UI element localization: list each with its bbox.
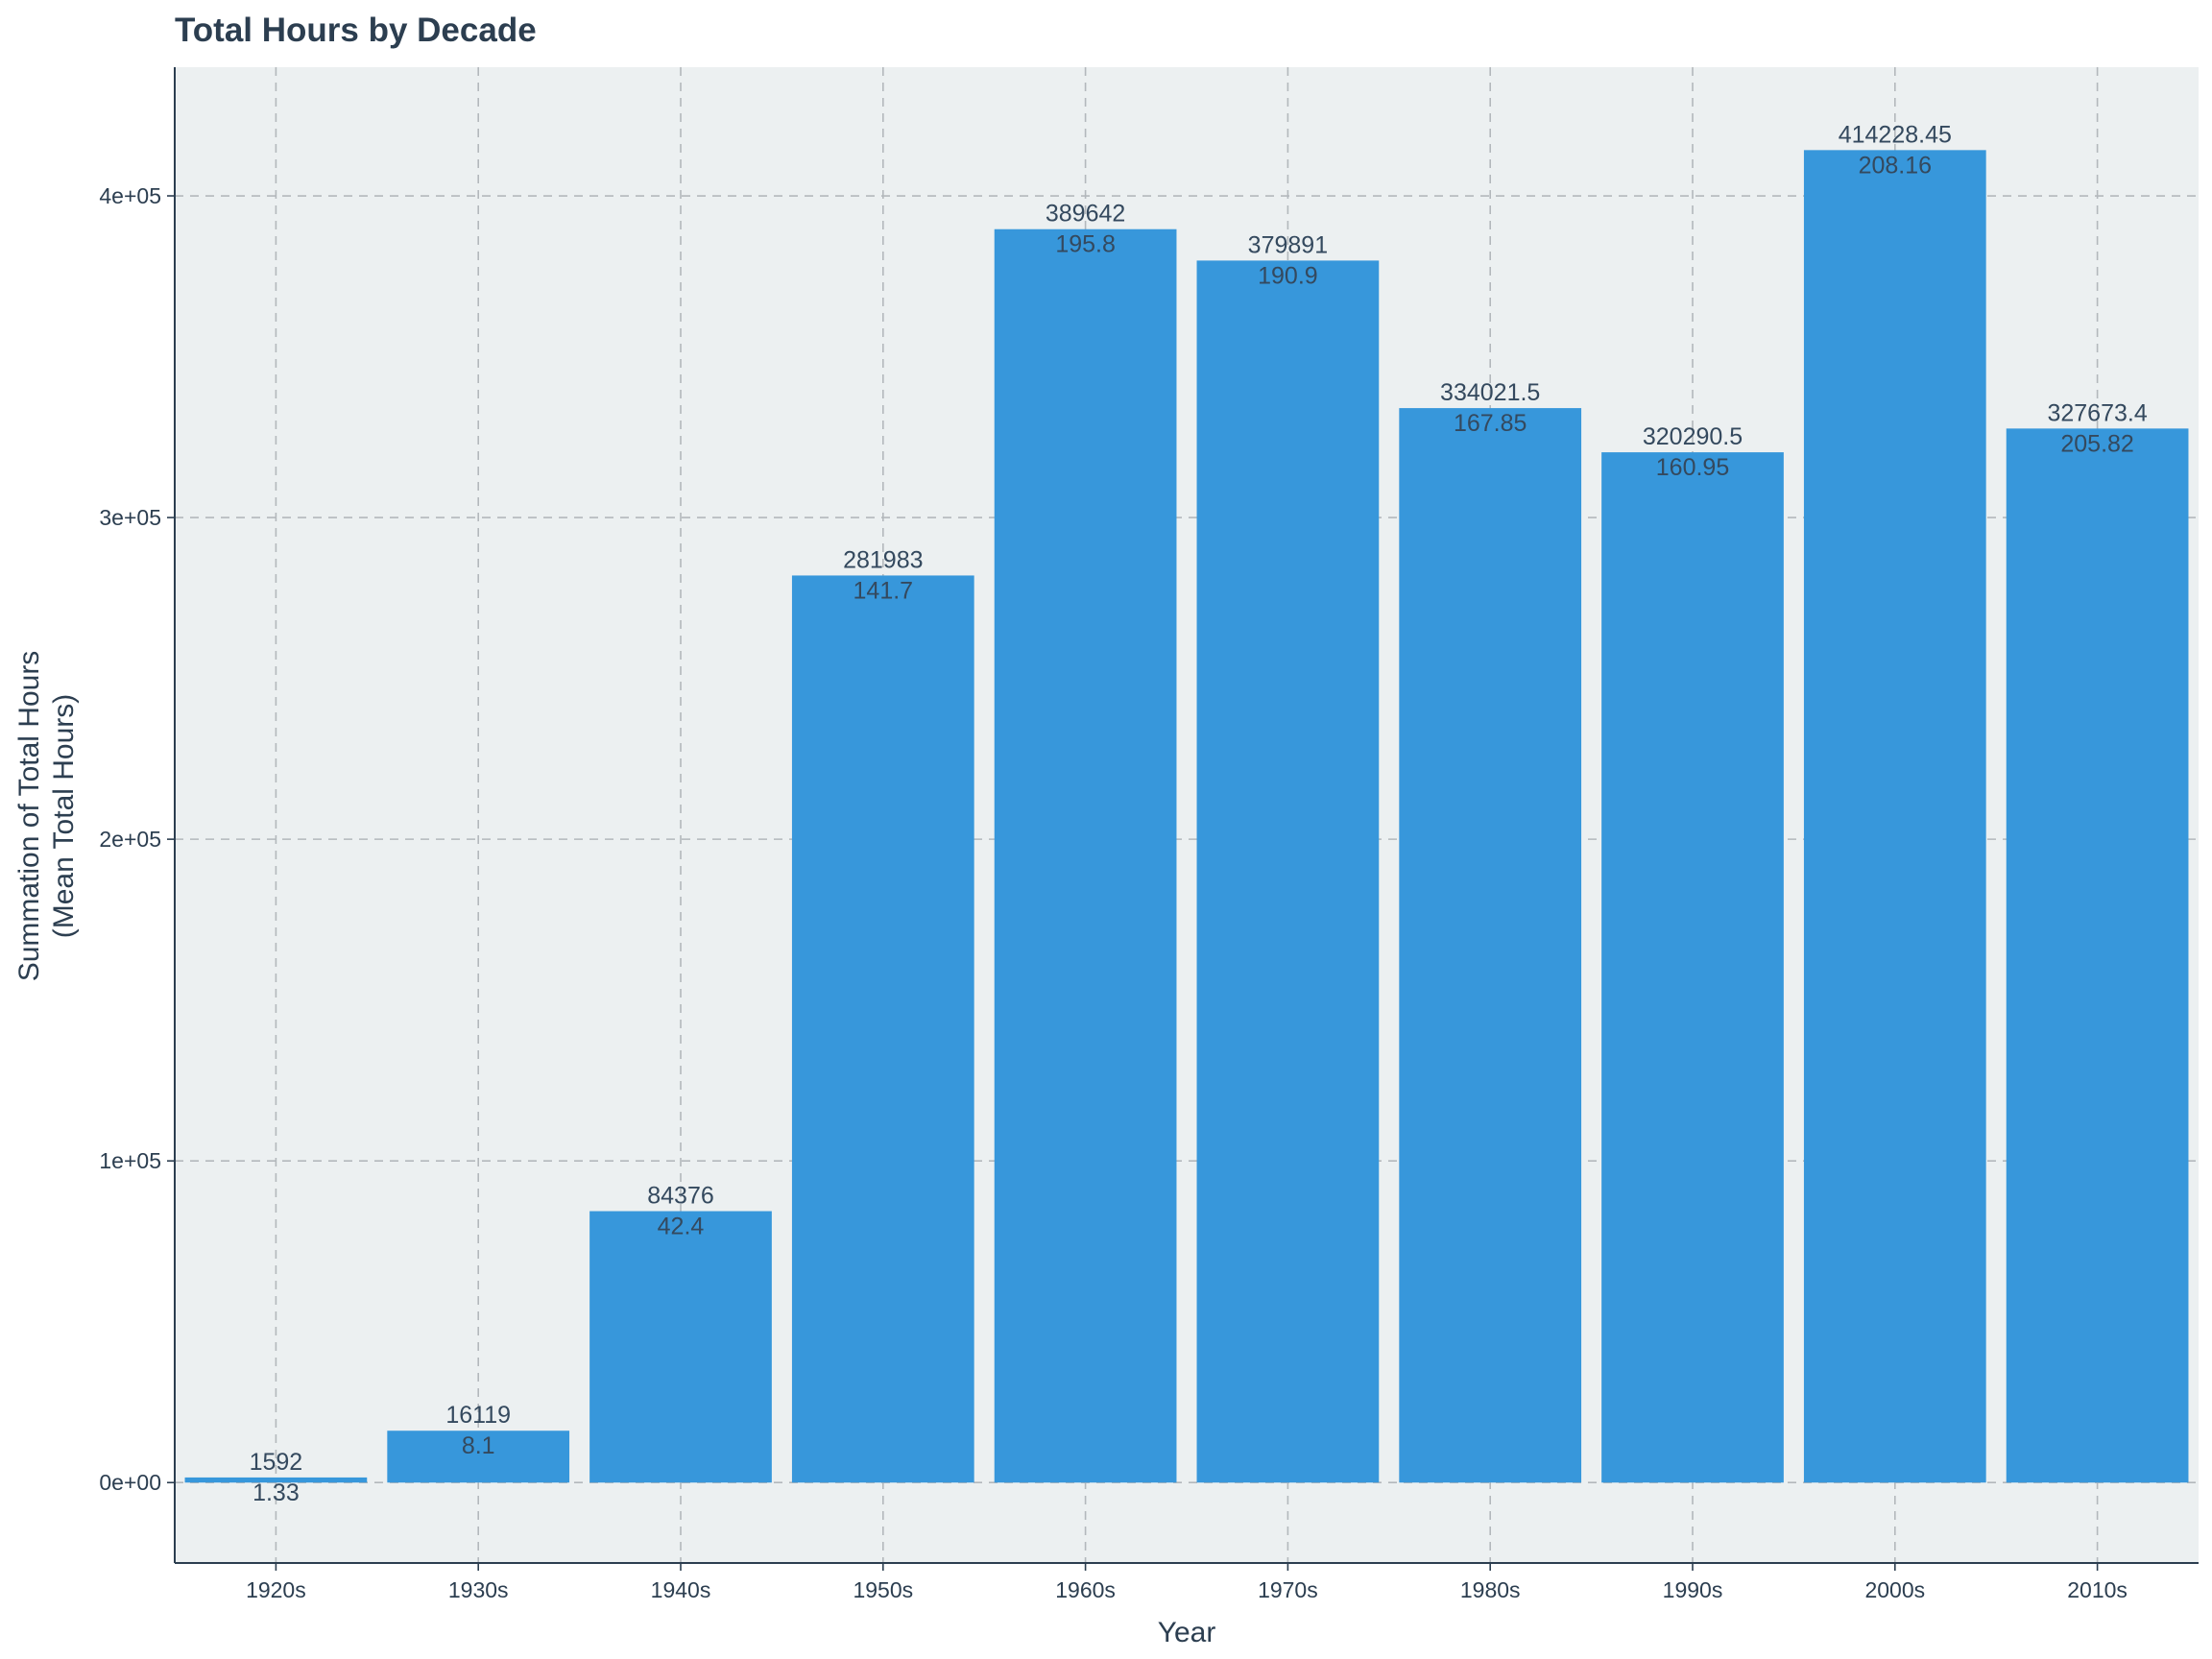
x-tick-label-1920s: 1920s bbox=[246, 1577, 306, 1602]
y-axis-title: Summation of Total Hours (Mean Total Hou… bbox=[13, 651, 80, 982]
bar-2000s bbox=[1803, 150, 1986, 1483]
y-tick-label-3: 3e+05 bbox=[99, 505, 161, 530]
y-axis-ticks: 0e+00 1e+05 2e+05 3e+05 4e+05 bbox=[99, 183, 175, 1495]
bar-sum-label-1940s: 84376 bbox=[647, 1183, 714, 1210]
y-axis-title-line-1: Summation of Total Hours bbox=[13, 651, 45, 982]
x-tick-label-1950s: 1950s bbox=[853, 1577, 913, 1602]
y-tick-label-1: 1e+05 bbox=[99, 1148, 161, 1173]
bar-2010s bbox=[2006, 428, 2189, 1483]
bar-1930s bbox=[387, 1431, 570, 1483]
bar-sum-label-1970s: 379891 bbox=[1248, 231, 1328, 258]
y-tick-label-2: 2e+05 bbox=[99, 827, 161, 852]
y-tick-label-0: 0e+00 bbox=[99, 1470, 161, 1495]
x-tick-label-1930s: 1930s bbox=[448, 1577, 509, 1602]
bar-mean-label-1920s: 1.33 bbox=[252, 1479, 300, 1506]
bar-mean-label-1990s: 160.95 bbox=[1656, 454, 1729, 481]
bar-sum-label-1990s: 320290.5 bbox=[1643, 423, 1743, 450]
bar-1940s bbox=[589, 1211, 772, 1483]
bar-sum-label-2010s: 327673.4 bbox=[2047, 399, 2147, 426]
chart-title: Total Hours by Decade bbox=[175, 12, 537, 49]
bar-mean-label-1940s: 42.4 bbox=[658, 1214, 705, 1240]
y-axis-title-line-2: (Mean Total Hours) bbox=[48, 694, 80, 939]
x-tick-label-1980s: 1980s bbox=[1460, 1577, 1521, 1602]
bar-mean-label-1960s: 195.8 bbox=[1055, 231, 1116, 258]
x-axis-title: Year bbox=[1158, 1617, 1216, 1648]
bar-sum-label-1950s: 281983 bbox=[843, 546, 923, 573]
x-axis-ticks: 1920s 1930s 1940s 1950s 1960s 1970s 1980s 1990s… bbox=[246, 1563, 2128, 1602]
bar-1980s bbox=[1399, 408, 1582, 1483]
x-tick-label-1990s: 1990s bbox=[1663, 1577, 1723, 1602]
bar-labels: 1592 1.33 16119 8.1 84376 42.4 281983 141.7 3896… bbox=[250, 121, 2148, 1506]
bar-mean-label-1950s: 141.7 bbox=[854, 577, 914, 604]
bars bbox=[184, 150, 2189, 1483]
bar-1920s bbox=[184, 1477, 368, 1483]
bar-mean-label-2010s: 205.82 bbox=[2060, 430, 2133, 457]
bar-sum-label-1980s: 334021.5 bbox=[1440, 379, 1540, 406]
x-tick-label-2000s: 2000s bbox=[1864, 1577, 1925, 1602]
y-tick-label-4: 4e+05 bbox=[99, 183, 161, 208]
bar-1990s bbox=[1601, 452, 1784, 1483]
bar-sum-label-2000s: 414228.45 bbox=[1839, 121, 1952, 148]
bar-1950s bbox=[791, 575, 974, 1483]
x-tick-label-1970s: 1970s bbox=[1258, 1577, 1318, 1602]
bar-mean-label-1930s: 8.1 bbox=[462, 1432, 495, 1459]
x-tick-label-1960s: 1960s bbox=[1055, 1577, 1116, 1602]
bar-mean-label-2000s: 208.16 bbox=[1859, 152, 1932, 179]
x-tick-label-2010s: 2010s bbox=[2067, 1577, 2128, 1602]
bar-sum-label-1960s: 389642 bbox=[1046, 201, 1125, 228]
bar-sum-label-1930s: 16119 bbox=[445, 1402, 511, 1429]
bar-1970s bbox=[1196, 260, 1380, 1483]
bar-1960s bbox=[994, 228, 1177, 1483]
x-tick-label-1940s: 1940s bbox=[651, 1577, 711, 1602]
bar-mean-label-1980s: 167.85 bbox=[1454, 410, 1527, 437]
bar-mean-label-1970s: 190.9 bbox=[1258, 262, 1318, 289]
bar-sum-label-1920s: 1592 bbox=[250, 1449, 303, 1476]
